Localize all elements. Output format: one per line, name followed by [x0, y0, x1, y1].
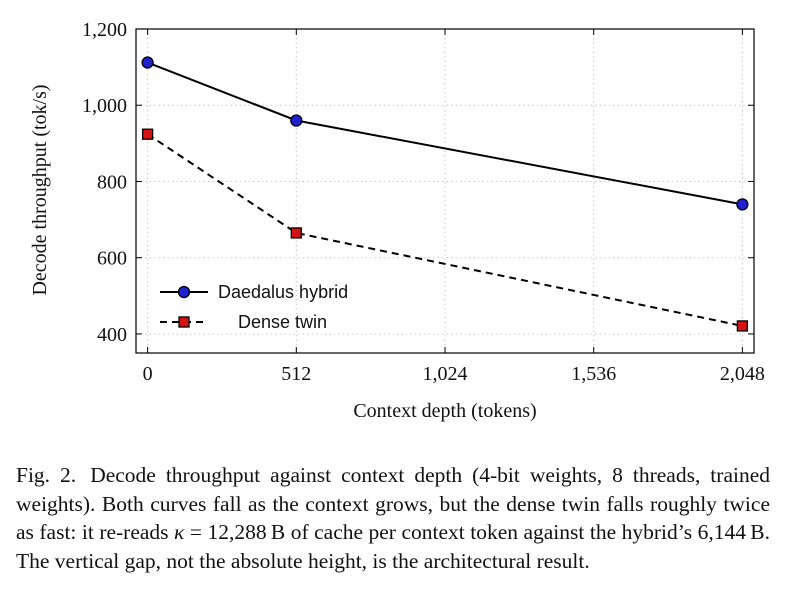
series-line-2 — [147, 133, 743, 327]
y-tick-label: 800 — [97, 171, 127, 193]
grid-layer — [136, 28, 754, 353]
throughput-chart: 0 512 1,024 1,536 2,048 400 600 800 1,000 1,200 D… — [29, 19, 765, 422]
x-tick-label: 512 — [281, 363, 311, 385]
caption-label: Fig. 2. — [16, 463, 77, 487]
caption-text-part3: The vertical gap, not the absolute heigh… — [16, 548, 590, 573]
legend: Daedalus hybrid Dense twin — [160, 282, 348, 332]
x-tick-label: 2,048 — [720, 363, 765, 385]
series-1-point — [736, 198, 749, 211]
axis-layer: 0 512 1,024 1,536 2,048 400 600 800 1,000 1,200 — [82, 19, 765, 385]
series-2-point — [141, 128, 154, 140]
caption-hybrid-value: 6,144 — [697, 520, 746, 544]
y-tick-label: 400 — [97, 324, 127, 346]
legend-marker-2 — [178, 316, 190, 328]
x-tick-label: 1,536 — [571, 363, 616, 385]
legend-label-1: Daedalus hybrid — [218, 282, 348, 302]
x-axis-label: Context depth (tokens) — [353, 400, 536, 422]
caption-kappa-unit: B — [270, 520, 286, 544]
series-2-point — [736, 320, 749, 332]
caption-kappa-value: = 12,288 — [189, 520, 267, 544]
x-tick-label: 1,024 — [423, 363, 468, 385]
legend-marker-1 — [177, 285, 191, 299]
y-tick-label: 1,200 — [82, 19, 127, 41]
x-tick-label: 0 — [143, 363, 153, 385]
figure-caption: Fig. 2. Decode throughput against context… — [16, 463, 771, 573]
caption-kappa-symbol: κ — [174, 520, 185, 544]
legend-label-2: Dense twin — [238, 312, 327, 332]
y-axis-label: Decode throughput (tok/s) — [29, 84, 51, 295]
caption-text-part1: Decode throughput against context depth … — [16, 463, 771, 544]
y-tick-label: 1,000 — [82, 95, 127, 117]
y-tick-label: 600 — [97, 248, 127, 270]
figure: 0 512 1,024 1,536 2,048 400 600 800 1,000 1,200 D… — [29, 19, 765, 422]
series-2-point — [290, 227, 302, 239]
caption-text-part2: of cache per context token against the h… — [290, 520, 693, 544]
series-layer — [141, 56, 749, 332]
series-1-point — [141, 56, 154, 69]
series-1-point — [290, 114, 303, 127]
caption-hybrid-unit: B — [750, 520, 765, 544]
